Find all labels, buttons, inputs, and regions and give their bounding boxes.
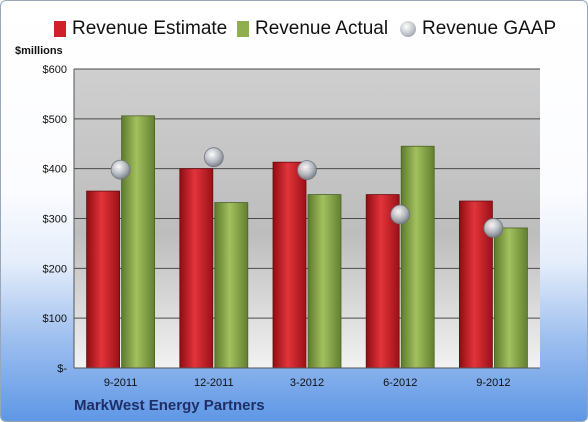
y-tick-label: $500	[43, 114, 67, 126]
x-tick-label: 9-2012	[476, 377, 510, 389]
bar-revenue-actual	[400, 145, 435, 369]
y-tick-label: $300	[43, 214, 67, 226]
company-name: MarkWest Energy Partners	[74, 397, 265, 414]
marker-revenue-gaap	[390, 204, 411, 225]
y-tick-label: $400	[43, 164, 67, 176]
bar-revenue-actual	[214, 202, 249, 369]
marker-revenue-gaap	[110, 159, 131, 180]
bars	[86, 115, 528, 369]
y-axis: $- $100 $200 $300 $400 $500 $600	[43, 64, 75, 375]
bar-revenue-estimate	[179, 168, 214, 369]
bar-revenue-actual	[493, 227, 528, 369]
gaap-markers	[110, 147, 504, 238]
legend-swatch-gaap	[400, 21, 416, 37]
x-tick-label: 12-2011	[194, 377, 234, 389]
bar-revenue-estimate	[272, 161, 307, 369]
y-axis-unit-label: $millions	[15, 45, 63, 57]
x-tick-label: 6-2012	[383, 377, 417, 389]
legend-label-actual: Revenue Actual	[255, 18, 389, 39]
x-axis: 9-2011 12-2011 3-2012 6-2012 9-2012	[74, 367, 540, 389]
bar-revenue-actual	[307, 194, 342, 369]
y-tick-label: $100	[43, 313, 67, 325]
y-tick-label: $-	[57, 363, 67, 375]
x-tick-label: 9-2011	[104, 377, 137, 389]
y-tick-label: $200	[43, 263, 67, 275]
marker-revenue-gaap	[203, 147, 224, 168]
marker-revenue-gaap	[483, 218, 504, 238]
bar-revenue-estimate	[86, 190, 120, 369]
bar-revenue-estimate	[365, 194, 400, 369]
legend-item-actual: Revenue Actual	[237, 15, 388, 43]
marker-revenue-gaap	[297, 160, 317, 181]
x-tick-label: 3-2012	[290, 377, 324, 389]
legend-swatch-estimate	[54, 21, 66, 37]
legend-label-estimate: Revenue Estimate	[72, 18, 228, 39]
legend-item-gaap: Revenue GAAP	[400, 15, 556, 43]
legend: Revenue Estimate Revenue Actual Revenue …	[1, 15, 587, 43]
legend-label-gaap: Revenue GAAP	[422, 18, 557, 39]
y-tick-label: $600	[43, 64, 67, 76]
legend-swatch-actual	[237, 21, 249, 37]
bar-revenue-actual	[121, 115, 155, 369]
legend-item-estimate: Revenue Estimate	[54, 15, 227, 43]
